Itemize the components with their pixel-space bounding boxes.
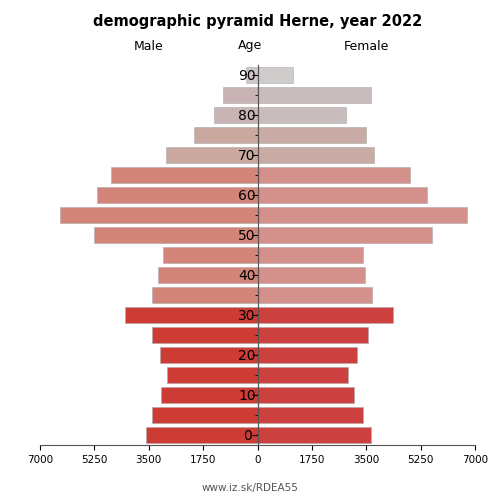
Text: Female: Female <box>344 40 389 52</box>
Bar <box>258 307 392 323</box>
Bar <box>246 67 258 83</box>
Bar <box>112 167 258 183</box>
Bar <box>194 127 258 143</box>
Bar <box>258 367 348 383</box>
Bar <box>152 327 258 343</box>
Bar <box>60 207 258 223</box>
Bar <box>258 87 371 103</box>
Bar <box>258 67 293 83</box>
Text: www.iz.sk/RDEA55: www.iz.sk/RDEA55 <box>202 482 298 492</box>
Bar <box>166 147 258 163</box>
Bar <box>258 127 366 143</box>
Bar <box>258 327 368 343</box>
Bar <box>214 107 258 123</box>
Bar <box>94 227 258 243</box>
Text: Male: Male <box>134 40 164 52</box>
Bar <box>258 167 410 183</box>
Bar <box>126 307 258 323</box>
Bar <box>258 347 357 363</box>
Bar <box>258 227 432 243</box>
Bar <box>258 247 363 263</box>
Bar <box>258 147 374 163</box>
Bar <box>224 87 258 103</box>
Bar <box>98 187 258 203</box>
Bar <box>160 347 258 363</box>
Bar <box>258 107 346 123</box>
Bar <box>152 407 258 423</box>
Title: demographic pyramid Herne, year 2022: demographic pyramid Herne, year 2022 <box>93 14 422 29</box>
Bar <box>258 427 371 443</box>
Bar <box>258 267 364 283</box>
Bar <box>162 247 258 263</box>
Bar <box>152 287 258 303</box>
Bar <box>168 367 258 383</box>
Bar <box>158 267 258 283</box>
Bar <box>258 287 372 303</box>
Bar <box>258 407 363 423</box>
Bar <box>161 387 258 403</box>
Bar <box>258 207 467 223</box>
Bar <box>146 427 258 443</box>
Bar <box>258 187 427 203</box>
Bar <box>258 387 354 403</box>
Text: Age: Age <box>238 40 262 52</box>
